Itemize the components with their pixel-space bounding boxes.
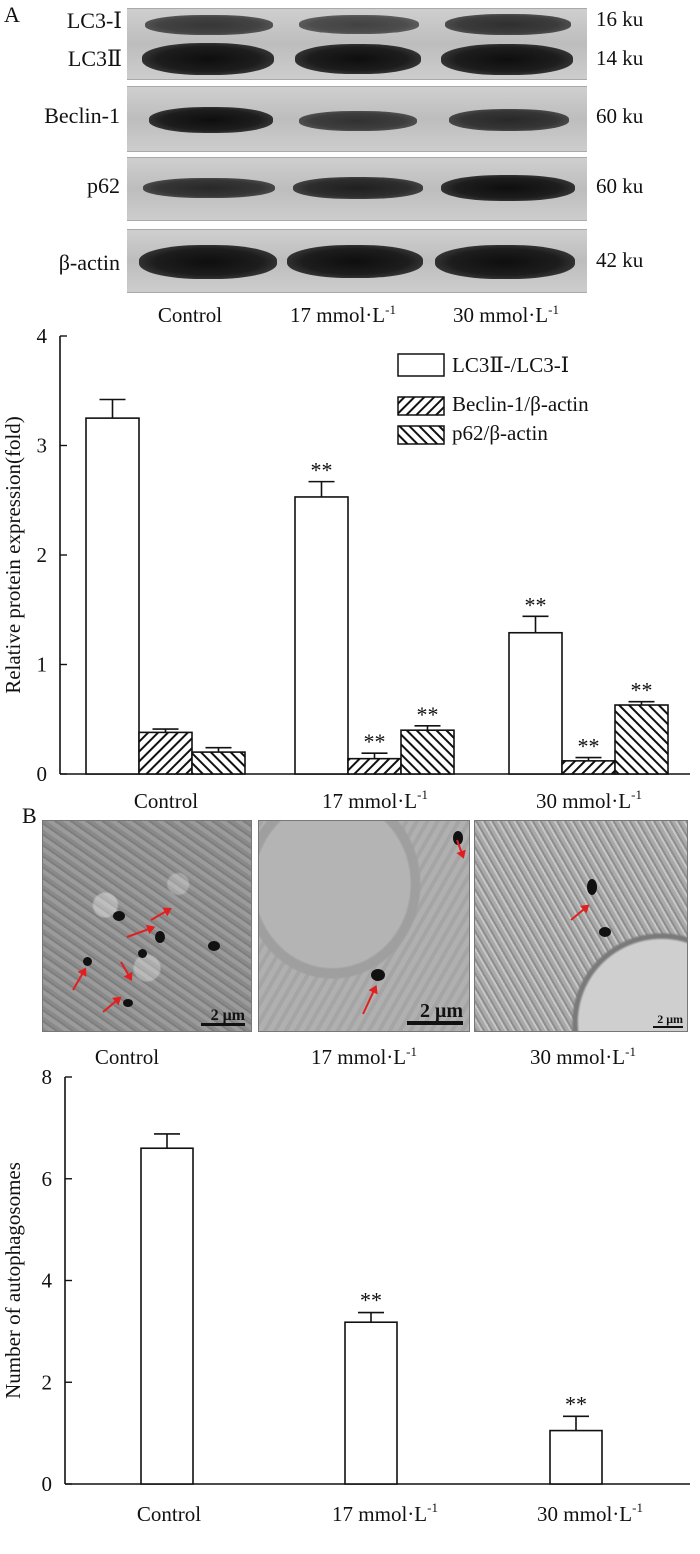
blot-lane-label: 30 mmol·L-1 [453,302,559,327]
significance-label: ** [417,702,439,727]
x-tick-label: 17 mmol·L-1 [332,1500,438,1526]
em-scale-label: 2 μm [420,1000,463,1022]
em-caption: 17 mmol·L-1 [311,1044,417,1069]
blot-label-beclin: Beclin-1 [44,103,120,128]
x-tick-label: 30 mmol·L-1 [537,1500,643,1526]
em-caption: Control [94,1045,160,1069]
bar [191,751,246,775]
significance-label: ** [631,678,653,703]
blot-strip-lc3 [127,8,587,80]
y-tick-label: 1 [37,653,48,677]
em-caption: 30 mmol·L-1 [530,1044,636,1069]
y-tick-label: 6 [42,1167,53,1191]
blot-lane-label: 17 mmol·L-1 [290,302,396,327]
y-tick-label: 2 [37,543,48,567]
significance-label: ** [525,592,547,617]
significance-label: ** [578,734,600,759]
blot-size-lc3-ii: 14 ku [596,46,644,70]
blot-label-actin: β-actin [58,250,120,275]
y-tick-label: 3 [37,434,48,458]
blot-size-lc3-i: 16 ku [596,7,644,31]
significance-label: ** [360,1288,382,1313]
legend-label: LC3Ⅱ-/LC3-Ⅰ [452,353,569,377]
bar [140,1147,194,1485]
bar [344,1321,398,1485]
panel-a-label: A [4,2,20,27]
bar [347,757,402,775]
x-tick-label: 17 mmol·L-1 [322,787,428,813]
blot-size-beclin: 60 ku [596,104,644,128]
y-tick-label: 0 [37,762,48,786]
protein-expression-chart: 0 1 2 3 4 Relative protein expression(fold) **… [1,325,690,813]
significance-label: ** [565,1391,587,1416]
legend-swatch [397,353,445,377]
blot-size-p62: 60 ku [596,174,644,198]
y-tick-label: 8 [42,1065,53,1089]
bar [508,631,563,775]
legend-swatch [397,396,445,416]
x-tick-label: Control [134,789,198,813]
em-image-30mmol: 2 μm [474,820,688,1032]
em-scale-label: 2 μm [210,1007,245,1024]
y-tick-label: 4 [37,325,48,348]
legend-swatch [397,425,445,445]
legend-label: Beclin-1/β-actin [452,392,589,416]
em-image-control: 2 μm [42,820,252,1032]
bar [294,496,349,775]
blot-lane-label: Control [157,303,223,327]
blot-strip-p62 [127,157,587,221]
significance-label: ** [364,729,386,754]
x-tick-label: Control [137,1502,201,1526]
blot-label-lc3-i: LC3-Ⅰ [66,8,122,33]
x-tick-label: 30 mmol·L-1 [536,787,642,813]
y-axis-label: Relative protein expression(fold) [1,416,25,694]
bar [400,729,455,775]
y-tick-label: 0 [42,1472,53,1496]
panel-b-label: B [22,803,37,828]
autophagosome-chart: 0 2 4 6 8 Number of autophagosomes ** ** Control… [1,1065,690,1526]
bar [85,417,140,775]
em-scale-label: 2 μm [657,1012,683,1026]
y-axis-label: Number of autophagosomes [1,1162,25,1399]
legend-label: p62/β-actin [452,421,548,445]
bar [561,760,616,775]
blot-strip-beclin [127,86,587,152]
bar [614,704,669,775]
blot-label-p62: p62 [87,173,120,198]
bar [549,1429,603,1485]
blot-strip-actin [127,229,587,293]
blot-size-actin: 42 ku [596,248,644,272]
blot-label-lc3-ii: LC3Ⅱ [67,46,122,71]
bar [138,731,193,775]
em-image-17mmol: 2 μm [258,820,470,1032]
y-tick-label: 4 [42,1269,53,1293]
significance-label: ** [311,458,333,483]
y-tick-label: 2 [42,1370,53,1394]
